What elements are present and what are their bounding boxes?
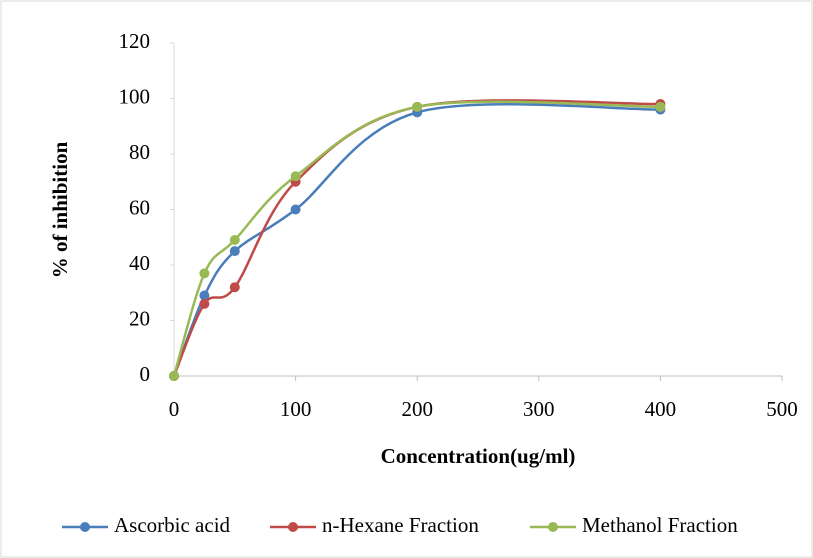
data-point [199, 290, 210, 301]
x-tick-label: 400 [645, 397, 677, 421]
data-point [412, 101, 423, 112]
data-point [169, 371, 179, 381]
x-tick-label: 300 [523, 397, 555, 421]
x-axis-title: Concentration(ug/ml) [381, 444, 576, 468]
data-point [199, 268, 210, 279]
data-point [290, 171, 301, 182]
x-tick-label: 100 [280, 397, 312, 421]
legend-marker [548, 522, 558, 532]
legend-label: Ascorbic acid [114, 513, 231, 537]
y-tick-label: 60 [129, 195, 150, 219]
x-tick-label: 0 [169, 397, 180, 421]
legend-marker [80, 522, 90, 532]
data-point [655, 101, 666, 112]
data-point [229, 282, 240, 293]
y-tick-label: 0 [140, 362, 151, 386]
data-point [290, 204, 301, 215]
x-tick-label: 500 [766, 397, 798, 421]
x-tick-label: 200 [401, 397, 433, 421]
data-point [229, 235, 240, 246]
y-tick-label: 120 [119, 29, 151, 53]
y-tick-label: 80 [129, 140, 150, 164]
y-tick-label: 20 [129, 306, 150, 330]
data-point [229, 246, 240, 257]
y-axis-title: % of inhibition [48, 141, 72, 278]
legend-label: Methanol Fraction [582, 513, 738, 537]
legend-label: n-Hexane Fraction [322, 513, 479, 537]
legend-marker [288, 522, 298, 532]
y-tick-label: 100 [119, 84, 151, 108]
data-point [199, 298, 210, 309]
y-tick-label: 40 [129, 251, 150, 275]
